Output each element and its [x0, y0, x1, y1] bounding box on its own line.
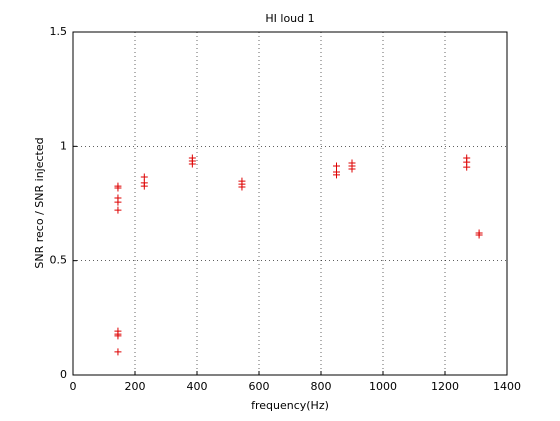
point: [188, 160, 196, 168]
plot-area: [72, 31, 508, 376]
point: [114, 206, 122, 214]
x-tick-label: 1200: [431, 380, 459, 393]
point: [140, 173, 148, 181]
point: [463, 163, 471, 171]
chart-title: HI loud 1: [265, 12, 314, 25]
x-tick-label: 200: [125, 380, 146, 393]
point: [114, 332, 122, 340]
x-tick-label: 0: [70, 380, 77, 393]
x-tick-label: 800: [311, 380, 332, 393]
point: [348, 165, 356, 173]
x-tick-label: 400: [187, 380, 208, 393]
y-tick-label: 0.5: [50, 254, 68, 267]
point: [114, 184, 122, 192]
x-tick-label: 600: [249, 380, 270, 393]
point: [333, 162, 340, 170]
point: [140, 182, 148, 190]
point: [333, 171, 340, 179]
x-tick-label: 1400: [493, 380, 521, 393]
x-axis-label: frequency(Hz): [251, 399, 329, 412]
y-axis-label: SNR reco / SNR injected: [33, 137, 46, 268]
point: [475, 231, 483, 239]
point: [114, 348, 122, 356]
x-tick-label: 1000: [369, 380, 397, 393]
y-tick-label: 0: [60, 368, 67, 381]
y-tick-label: 1: [60, 139, 67, 152]
point: [114, 198, 122, 206]
y-tick-label: 1.5: [50, 25, 68, 38]
point: [238, 183, 246, 191]
